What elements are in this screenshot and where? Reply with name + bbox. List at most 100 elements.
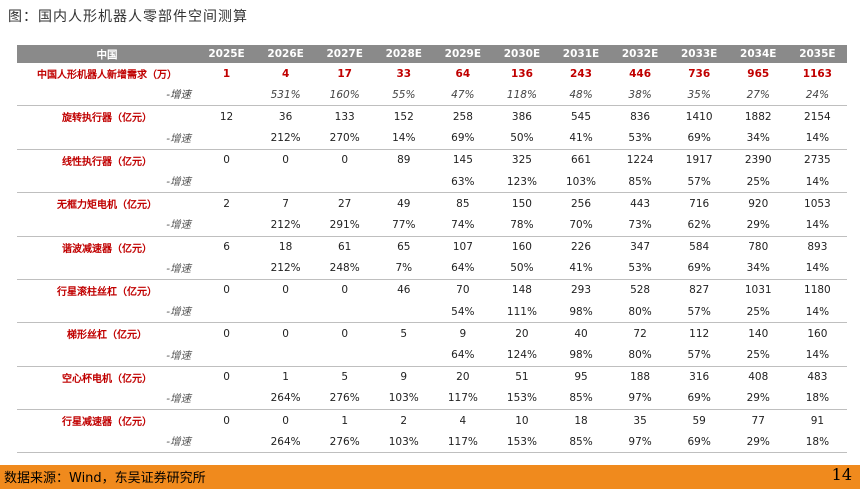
table-cell: 69% xyxy=(669,387,729,410)
table-cell xyxy=(315,301,375,324)
growth-label: -增速 xyxy=(17,431,197,454)
table-cell: 293 xyxy=(570,284,592,297)
header-cell-year: 2029E xyxy=(433,45,493,63)
table-cell: 264% xyxy=(256,387,316,410)
table-cell: 35% xyxy=(669,84,729,107)
table-cell: 4 xyxy=(281,67,290,80)
table-cell: 4 xyxy=(459,414,467,427)
table-cell: 148 xyxy=(511,284,532,297)
table-cell: 408 xyxy=(748,371,769,384)
metric-row: 中国人形机器人新增需求（万） 1 4 17 33 64 136 243 446 736 965 116… xyxy=(17,63,847,84)
header-cell-label: 中国 xyxy=(17,45,197,63)
table-cell: 836 xyxy=(630,110,651,123)
table-cell: 117% xyxy=(433,431,493,454)
table-cell: 72 xyxy=(633,327,647,340)
table-cell xyxy=(256,301,316,324)
table-header-row: 中国 2025E 2026E 2027E 2028E 2029E 2030E 2031E 203… xyxy=(17,45,847,63)
table-cell: 46 xyxy=(397,284,411,297)
table-cell: 85 xyxy=(456,197,470,210)
table-cell: 57% xyxy=(669,170,729,194)
growth-row: -增速 212% 291% 77% 74% 78% 70% 73% 62% 29% 14% xyxy=(17,214,847,237)
metric-row: 旋转执行器（亿元） 12 36 133 152 258 386 545 836 1410 1882 2… xyxy=(17,106,847,128)
table-cell: 25% xyxy=(728,344,788,367)
metric-label: 谐波减速器（亿元） xyxy=(62,243,152,255)
table-cell: 48% xyxy=(551,84,611,107)
table-cell: 18 xyxy=(278,241,293,254)
metric-label: 旋转执行器（亿元） xyxy=(62,113,152,125)
table-cell xyxy=(197,214,257,237)
table-cell: 38% xyxy=(610,84,670,107)
table-cell xyxy=(374,344,434,367)
table-cell: 91 xyxy=(810,414,825,427)
growth-label: -增速 xyxy=(17,344,197,367)
table-cell: 2735 xyxy=(804,154,831,167)
table-cell: 14% xyxy=(374,127,434,150)
table-cell: 14% xyxy=(787,127,847,150)
table-cell: 1 xyxy=(222,67,231,80)
table-cell: 59 xyxy=(692,414,706,427)
table-cell: 77% xyxy=(374,214,434,237)
table-cell: 64% xyxy=(433,257,493,280)
table-cell: 212% xyxy=(256,257,316,280)
table-cell: 965 xyxy=(747,67,770,80)
table-cell: 111% xyxy=(492,301,552,324)
table-cell: 34% xyxy=(728,257,788,280)
table-cell: 276% xyxy=(315,431,375,454)
table-cell xyxy=(256,170,316,194)
table-cell: 5 xyxy=(341,371,349,384)
table-cell: 53% xyxy=(610,127,670,150)
table-cell: 920 xyxy=(748,197,769,210)
table-cell xyxy=(315,344,375,367)
metric-row: 线性执行器（亿元） 0 0 0 89 145 325 661 1224 1917 2390 2735 xyxy=(17,149,847,171)
growth-label: -增速 xyxy=(17,301,197,324)
table-cell: 1 xyxy=(282,371,289,384)
table-cell: 57% xyxy=(669,344,729,367)
table-cell: 89 xyxy=(397,154,411,167)
table-cell: 51 xyxy=(515,371,529,384)
metric-row: 梯形丝杠（亿元） 0 0 0 5 9 20 40 72 112 140 160 xyxy=(17,323,847,345)
header-cell-year: 2031E xyxy=(551,45,611,63)
table-cell: 63% xyxy=(433,170,493,194)
table-cell: 77 xyxy=(751,414,765,427)
metric-label: 中国人形机器人新增需求（万） xyxy=(37,70,177,82)
table-cell: 0 xyxy=(223,414,230,427)
table-cell: 0 xyxy=(223,284,230,297)
table-cell: 291% xyxy=(315,214,375,237)
table-cell: 123% xyxy=(492,170,552,194)
growth-row: -增速 54% 111% 98% 80% 57% 25% 14% xyxy=(17,301,847,324)
table-cell: 1031 xyxy=(744,284,772,297)
table-cell: 10 xyxy=(515,414,529,427)
table-cell: 584 xyxy=(689,241,710,254)
table-cell xyxy=(197,387,257,410)
table-cell: 9 xyxy=(400,371,408,384)
table-cell: 1917 xyxy=(685,154,713,167)
table-cell: 85% xyxy=(551,387,611,410)
metric-label: 无框力矩电机（亿元） xyxy=(57,200,157,212)
table-cell: 29% xyxy=(728,387,788,410)
table-cell: 18% xyxy=(787,387,847,410)
footer-bar xyxy=(0,465,860,489)
growth-row: -增速 212% 270% 14% 69% 50% 41% 53% 69% 34% 14% xyxy=(17,127,847,150)
table-cell: 78% xyxy=(492,214,552,237)
table-cell: 65 xyxy=(397,241,411,254)
header-cell-year: 2025E xyxy=(197,45,257,63)
metric-label: 空心杯电机（亿元） xyxy=(62,373,152,385)
table-cell: 264% xyxy=(256,431,316,454)
growth-label: -增速 xyxy=(17,170,197,194)
table-cell: 36 xyxy=(278,110,293,123)
page-number: 14 xyxy=(831,465,852,484)
table-cell: 347 xyxy=(630,241,651,254)
table-cell: 0 xyxy=(341,327,349,340)
table-cell: 1224 xyxy=(626,154,654,167)
table-cell: 97% xyxy=(610,431,670,454)
table-cell: 118% xyxy=(492,84,552,107)
table-cell: 716 xyxy=(689,197,710,210)
table-cell: 1053 xyxy=(804,197,831,210)
table-cell: 20 xyxy=(515,327,529,340)
growth-row: -增速 264% 276% 103% 117% 153% 85% 97% 69% 29% 18% xyxy=(17,431,847,454)
header-cell-year: 2033E xyxy=(669,45,729,63)
table-cell: 25% xyxy=(728,170,788,194)
table-cell: 0 xyxy=(282,327,289,340)
table-cell: 0 xyxy=(282,154,289,167)
table-cell: 49 xyxy=(397,197,411,210)
